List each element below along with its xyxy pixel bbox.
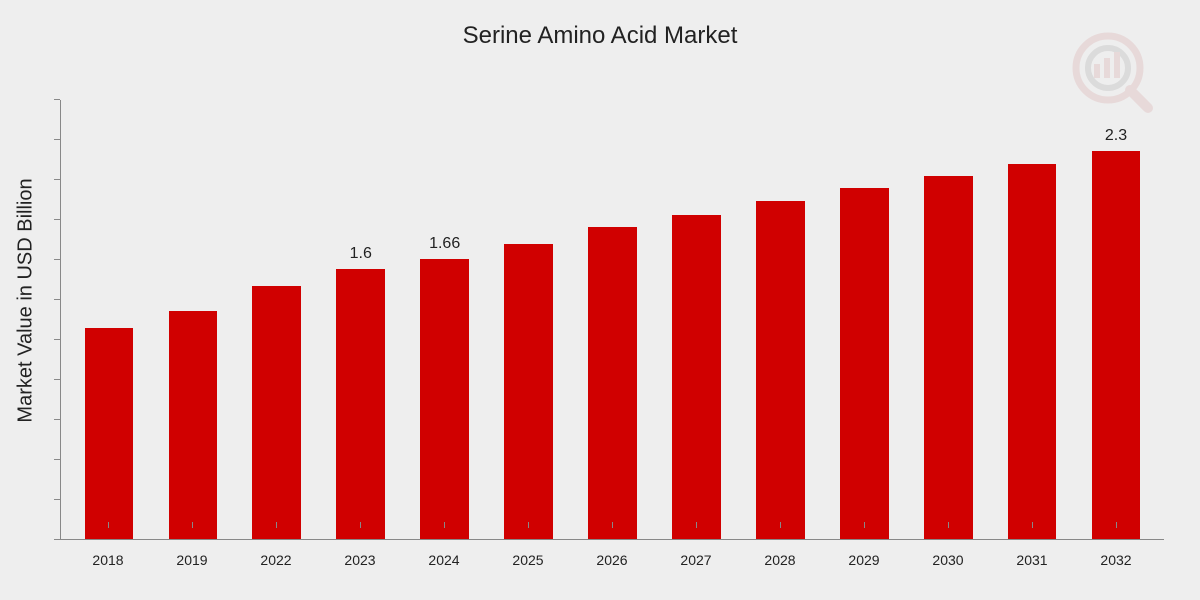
bar <box>924 176 973 539</box>
bar <box>840 188 889 539</box>
bar: 2.3 <box>1092 151 1141 539</box>
bar-slot <box>654 100 738 539</box>
x-tick-label: 2024 <box>428 552 459 568</box>
plot-area: 1.6 1.66 2.3 <box>60 100 1164 540</box>
bars-container: 1.6 1.66 2.3 <box>61 100 1164 539</box>
bar <box>504 244 553 539</box>
bar <box>1008 164 1057 539</box>
x-tick: 2029 <box>822 552 906 570</box>
bar-value-label: 1.6 <box>350 245 372 263</box>
bar-slot: 1.6 <box>319 100 403 539</box>
bar-slot <box>151 100 235 539</box>
x-tick: 2031 <box>990 552 1074 570</box>
x-tick: 2026 <box>570 552 654 570</box>
x-tick-label: 2019 <box>176 552 207 568</box>
bar-slot <box>487 100 571 539</box>
x-tick-label: 2027 <box>680 552 711 568</box>
bar-slot <box>67 100 151 539</box>
x-tick-label: 2031 <box>1016 552 1047 568</box>
x-tick: 2023 <box>318 552 402 570</box>
bar <box>588 227 637 539</box>
x-tick-label: 2028 <box>764 552 795 568</box>
x-tick-label: 2026 <box>596 552 627 568</box>
x-ticks: 2018 2019 2022 2023 2024 2025 2026 2027 2028 2029… <box>60 552 1164 570</box>
x-tick-label: 2025 <box>512 552 543 568</box>
bar <box>756 201 805 539</box>
x-tick: 2032 <box>1074 552 1158 570</box>
x-tick-label: 2032 <box>1100 552 1131 568</box>
x-tick: 2022 <box>234 552 318 570</box>
bar-slot <box>822 100 906 539</box>
bar-slot <box>738 100 822 539</box>
bar-slot <box>990 100 1074 539</box>
bar-value-label: 1.66 <box>429 235 460 253</box>
chart-title: Serine Amino Acid Market <box>0 22 1200 50</box>
x-tick-label: 2022 <box>260 552 291 568</box>
x-tick: 2030 <box>906 552 990 570</box>
bar-slot: 2.3 <box>1074 100 1158 539</box>
x-tick: 2019 <box>150 552 234 570</box>
bar <box>252 286 301 539</box>
x-tick-label: 2023 <box>344 552 375 568</box>
bar-slot <box>571 100 655 539</box>
bar <box>169 311 218 539</box>
y-axis-label: Market Value in USD Billion <box>15 178 38 422</box>
x-tick-label: 2018 <box>92 552 123 568</box>
bar-slot: 1.66 <box>403 100 487 539</box>
x-tick: 2027 <box>654 552 738 570</box>
x-tick: 2018 <box>66 552 150 570</box>
x-tick: 2028 <box>738 552 822 570</box>
x-tick-label: 2030 <box>932 552 963 568</box>
bar: 1.66 <box>420 259 469 539</box>
bar <box>672 215 721 539</box>
x-tick: 2025 <box>486 552 570 570</box>
bar: 1.6 <box>336 269 385 539</box>
y-axis-label-container: Market Value in USD Billion <box>12 0 40 600</box>
bar <box>85 328 134 539</box>
x-tick-label: 2029 <box>848 552 879 568</box>
bar-slot <box>906 100 990 539</box>
bar-value-label: 2.3 <box>1105 127 1127 145</box>
bar-slot <box>235 100 319 539</box>
x-tick: 2024 <box>402 552 486 570</box>
